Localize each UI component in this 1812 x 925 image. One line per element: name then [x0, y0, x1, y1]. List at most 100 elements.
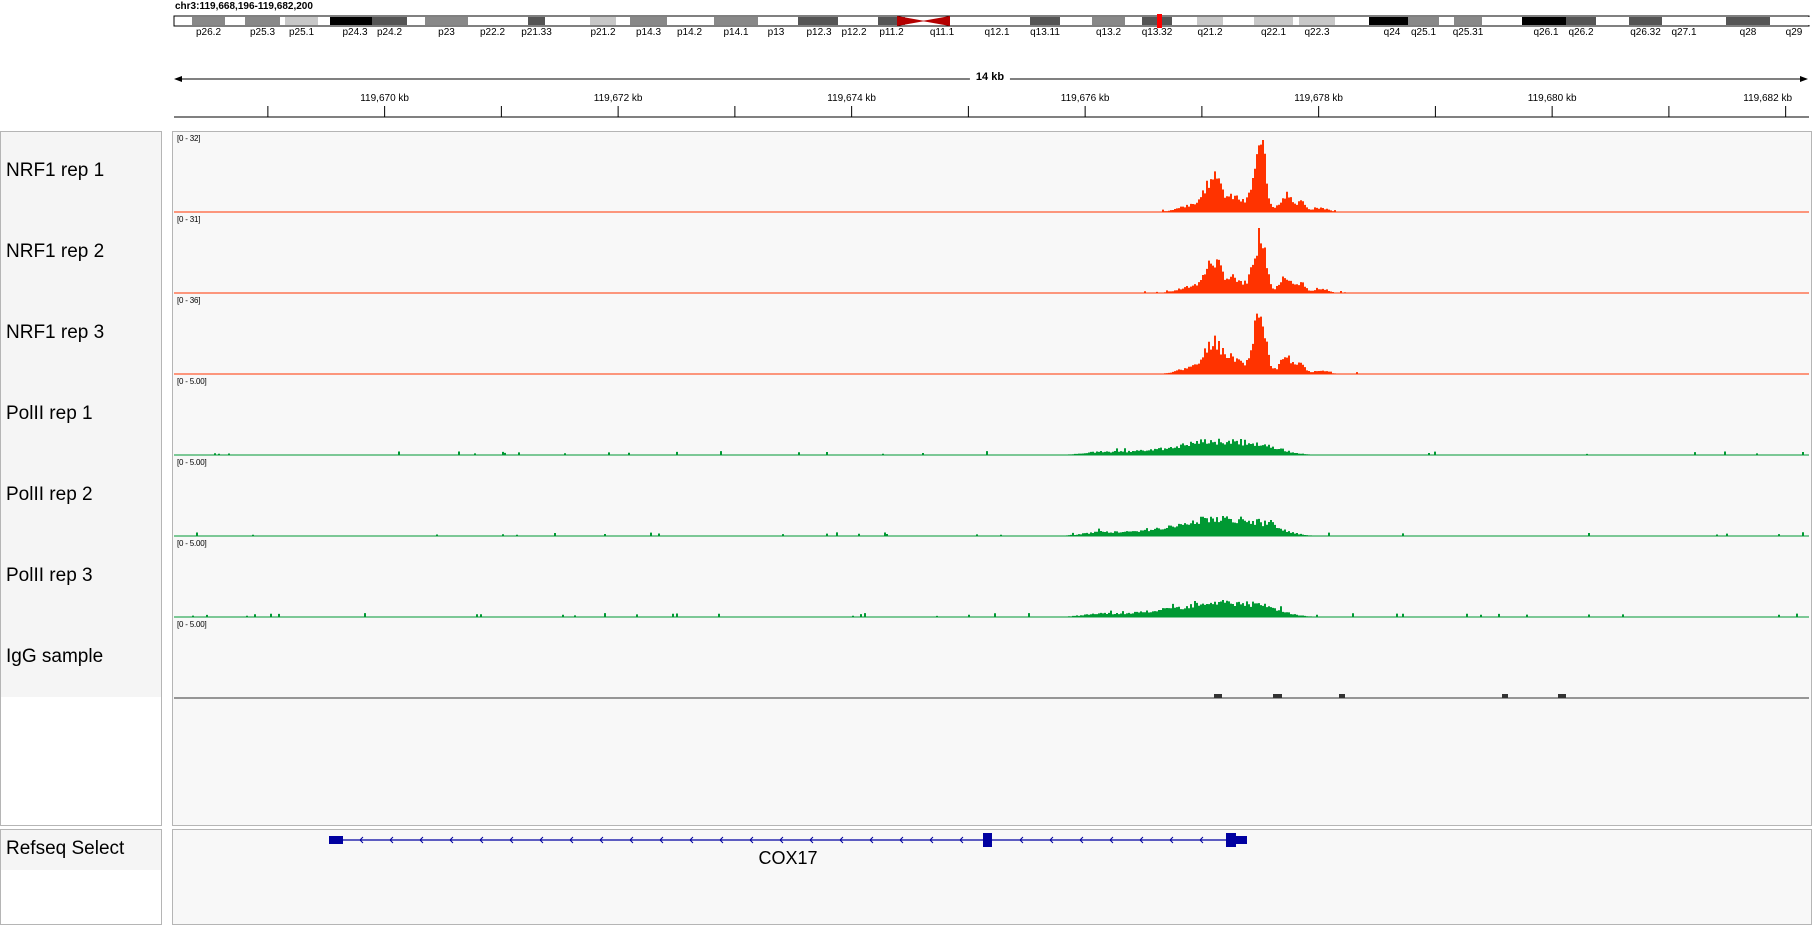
strand-arrow [509, 836, 514, 844]
ideogram-band [1408, 17, 1439, 25]
gene-exon-utr [1236, 836, 1247, 844]
band-label: q13.32 [1141, 27, 1173, 38]
ideogram-band [1092, 17, 1125, 25]
strand-arrow [449, 836, 454, 844]
track-name-refseq[interactable]: Refseq Select [6, 838, 125, 859]
band-label: q26.32 [1630, 27, 1661, 38]
locus-label: chr3:119,668,196-119,682,200 [175, 1, 313, 12]
ideogram-band [528, 17, 545, 25]
strand-arrow [929, 836, 934, 844]
strand-arrow [1109, 836, 1114, 844]
ideogram-band [1254, 17, 1293, 25]
track-name-nrf1-rep1[interactable]: NRF1 rep 1 [6, 160, 105, 181]
track-name-polii-rep2[interactable]: PolII rep 2 [6, 484, 93, 505]
band-label: p22.2 [479, 27, 506, 38]
ideogram-band [1030, 17, 1060, 25]
track-name-nrf1-rep2[interactable]: NRF1 rep 2 [6, 241, 105, 262]
strand-arrow [869, 836, 874, 844]
coverage-area [174, 438, 1810, 455]
centromere-q [922, 16, 950, 26]
band-label: p21.2 [590, 27, 616, 38]
strand-arrow [689, 836, 694, 844]
ruler-tick-label: 119,670 kb [360, 93, 409, 104]
feature-name-bg [1, 830, 161, 870]
ideogram-band [984, 17, 1010, 25]
coverage-area [174, 228, 1810, 293]
ideogram-band [714, 17, 758, 25]
band-label: p12.2 [841, 27, 867, 38]
band-label: q13.11 [1030, 27, 1060, 38]
span-arrow-left [174, 76, 182, 82]
strand-arrow [719, 836, 724, 844]
coverage-area [174, 313, 1810, 374]
band-label: p14.1 [723, 27, 749, 38]
ideogram-band [1778, 17, 1810, 25]
coverage-area [174, 140, 1810, 212]
track-name-igg[interactable]: IgG sample [6, 646, 104, 667]
igg-signal-block [1502, 694, 1508, 698]
ruler-tick-label: 119,672 kb [593, 93, 643, 104]
data-range-nrf1-rep3: [0 - 36] [177, 296, 201, 305]
strand-arrow [479, 836, 484, 844]
band-label: q25.1 [1410, 27, 1437, 38]
ruler-tick-label: 119,678 kb [1294, 93, 1343, 104]
band-label: p26.2 [195, 27, 222, 38]
ideogram-band [630, 17, 667, 25]
strand-arrow [629, 836, 634, 844]
data-range-polii-rep1: [0 - 5.00] [177, 377, 207, 386]
igg-signal-block [1214, 694, 1222, 698]
ideogram-band [245, 17, 280, 25]
band-label: p12.3 [806, 27, 832, 38]
band-label: q26.2 [1568, 27, 1594, 38]
band-label: p25.3 [249, 27, 276, 38]
coverage-area [174, 599, 1810, 617]
gene-exon [1226, 833, 1236, 847]
strand-arrow [1079, 836, 1084, 844]
track-name-polii-rep3[interactable]: PolII rep 3 [6, 565, 93, 586]
band-label: q29 [1785, 27, 1803, 38]
strand-arrow [359, 836, 364, 844]
band-label: q12.1 [984, 27, 1010, 38]
ruler-tick-label: 119,674 kb [827, 93, 876, 104]
coverage-area [174, 515, 1810, 536]
ideogram-band [1454, 17, 1482, 25]
band-label: p11.2 [879, 27, 904, 38]
strand-arrow [1019, 836, 1024, 844]
igg-signal-block [1339, 694, 1345, 698]
band-label: p14.3 [635, 27, 662, 38]
ideogram-band [372, 17, 407, 25]
igg-signal-block [1558, 694, 1566, 698]
span-label: 14 kb [969, 71, 1011, 83]
coverage-tracks[interactable] [0, 0, 1812, 830]
data-panel[interactable] [172, 131, 1812, 826]
data-range-polii-rep3: [0 - 5.00] [177, 539, 207, 548]
igg-signal-block [1273, 694, 1282, 698]
band-label: p13 [767, 27, 785, 38]
ideogram-band [1668, 17, 1700, 25]
ideogram-band [478, 17, 507, 25]
gene-model-cox17[interactable] [0, 820, 1812, 860]
strand-arrow [539, 836, 544, 844]
band-label: p24.3 [342, 27, 368, 38]
strand-arrow [899, 836, 904, 844]
ideogram-band [425, 17, 468, 25]
data-range-polii-rep2: [0 - 5.00] [177, 458, 207, 467]
gene-name-label: COX17 [758, 848, 818, 868]
strand-arrow [599, 836, 604, 844]
band-label: q21.2 [1197, 27, 1223, 38]
strand-arrow [659, 836, 664, 844]
ideogram-band [878, 17, 905, 25]
ideogram-band [798, 17, 840, 25]
data-range-nrf1-rep2: [0 - 31] [177, 215, 201, 224]
ideogram-band [838, 17, 870, 25]
band-label: q11.1 [929, 27, 955, 38]
ideogram-band [1197, 17, 1223, 25]
chromosome-ideogram[interactable] [0, 0, 1812, 60]
track-name-polii-rep1[interactable]: PolII rep 1 [6, 403, 93, 424]
strand-arrow [809, 836, 814, 844]
band-label: q27.1 [1671, 27, 1697, 38]
band-label: q26.1 [1533, 27, 1559, 38]
strand-arrow [839, 836, 844, 844]
data-range-igg: [0 - 5.00] [177, 620, 207, 629]
track-name-nrf1-rep3[interactable]: NRF1 rep 3 [6, 322, 105, 343]
